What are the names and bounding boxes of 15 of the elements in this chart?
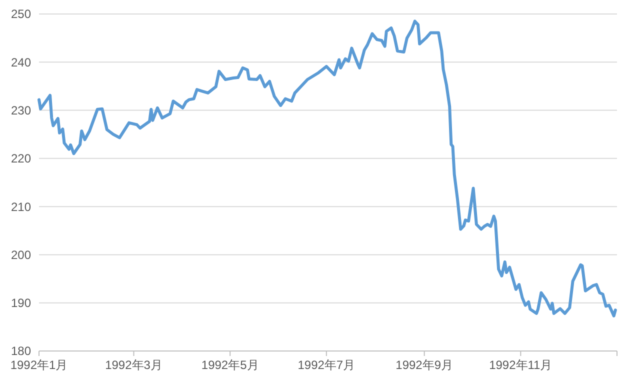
line-series (38, 20, 617, 318)
y-tick-label: 230 (10, 103, 32, 118)
y-tick-label: 250 (10, 7, 32, 22)
x-tick-label: 1992年3月 (105, 358, 162, 372)
y-tick-label: 190 (10, 296, 32, 310)
x-tick-label: 1992年1月 (10, 358, 68, 372)
x-tick-label: 1992年11月 (489, 358, 552, 372)
y-tick-label: 180 (10, 344, 32, 358)
y-tick-label: 240 (10, 55, 32, 70)
y-tick-label: 200 (10, 248, 32, 262)
y-tick-label: 210 (10, 200, 32, 214)
x-tick-label: 1992年9月 (396, 358, 454, 372)
y-tick-label: 220 (10, 152, 32, 166)
x-tick-label: 1992年7月 (298, 358, 356, 372)
x-tick-label: 1992年5月 (201, 358, 259, 372)
